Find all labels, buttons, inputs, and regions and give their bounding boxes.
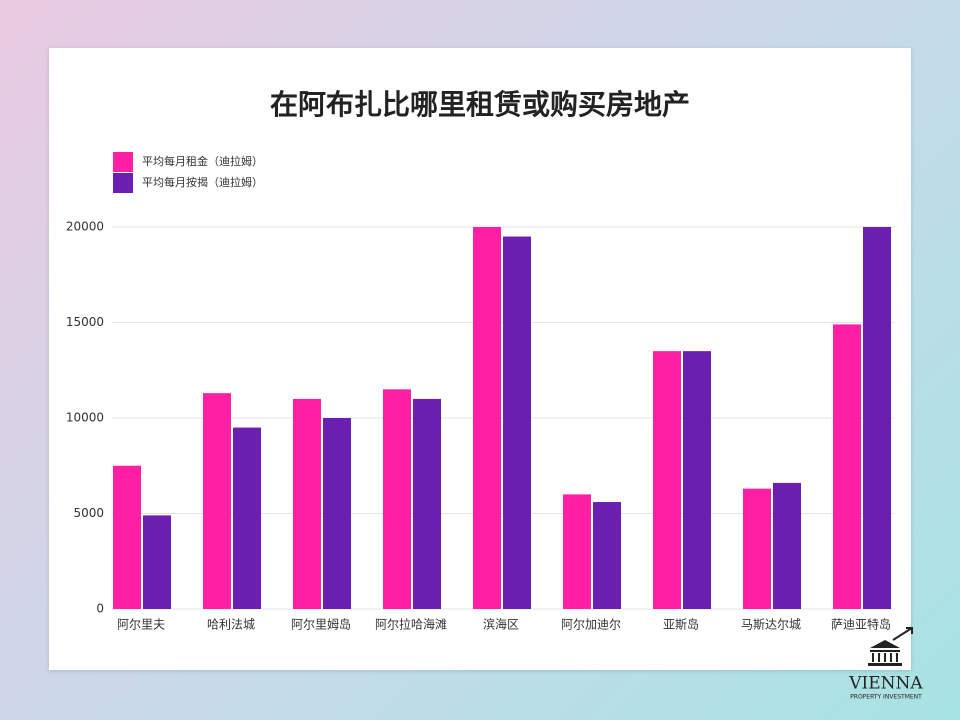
bar: [323, 418, 351, 609]
x-tick-label: 萨迪亚特岛: [831, 617, 891, 632]
y-tick-label: 15000: [66, 315, 104, 329]
bar: [653, 351, 681, 609]
x-tick-label: 亚斯岛: [663, 617, 699, 632]
bar: [833, 324, 861, 609]
bar: [743, 488, 771, 609]
legend-swatch: [113, 152, 133, 172]
bar: [233, 427, 261, 609]
bar: [503, 236, 531, 610]
logo-tagline: PROPERTY INVESTMENT: [850, 694, 922, 701]
bar: [863, 227, 891, 609]
x-tick-label: 阿尔拉哈海滩: [375, 617, 447, 632]
y-tick-label: 20000: [66, 220, 104, 234]
logo-name: VIENNA: [848, 674, 923, 694]
y-tick-label: 5000: [73, 506, 104, 520]
bar: [113, 465, 141, 609]
bar: [473, 227, 501, 609]
legend-label: 平均每月租金（迪拉姆）: [142, 154, 263, 168]
x-tick-label: 阿尔里夫: [117, 617, 165, 632]
logo: VIENNA PROPERTY INVESTMENT: [848, 627, 923, 701]
bar: [593, 502, 621, 609]
x-tick-label: 马斯达尔城: [741, 617, 801, 632]
y-tick-label: 10000: [66, 411, 104, 425]
y-tick-label: 0: [96, 602, 104, 616]
logo-arrow: [892, 627, 913, 641]
x-tick-label: 阿尔里姆岛: [291, 617, 351, 632]
bar: [773, 482, 801, 609]
x-tick-label: 哈利法城: [207, 618, 255, 632]
chart-title: 在阿布扎比哪里租赁或购买房地产: [270, 88, 690, 121]
x-tick-label: 滨海区: [483, 617, 519, 632]
bar: [563, 494, 591, 609]
logo-icon: [868, 640, 902, 666]
bar: [683, 351, 711, 609]
bar: [143, 515, 171, 609]
legend-label: 平均每月按揭（迪拉姆）: [142, 175, 263, 189]
bar: [383, 389, 411, 609]
legend-swatch: [113, 173, 133, 193]
bar: [293, 398, 321, 609]
x-tick-label: 阿尔加迪尔: [561, 617, 621, 632]
bar: [413, 398, 441, 609]
bar: [203, 393, 231, 609]
